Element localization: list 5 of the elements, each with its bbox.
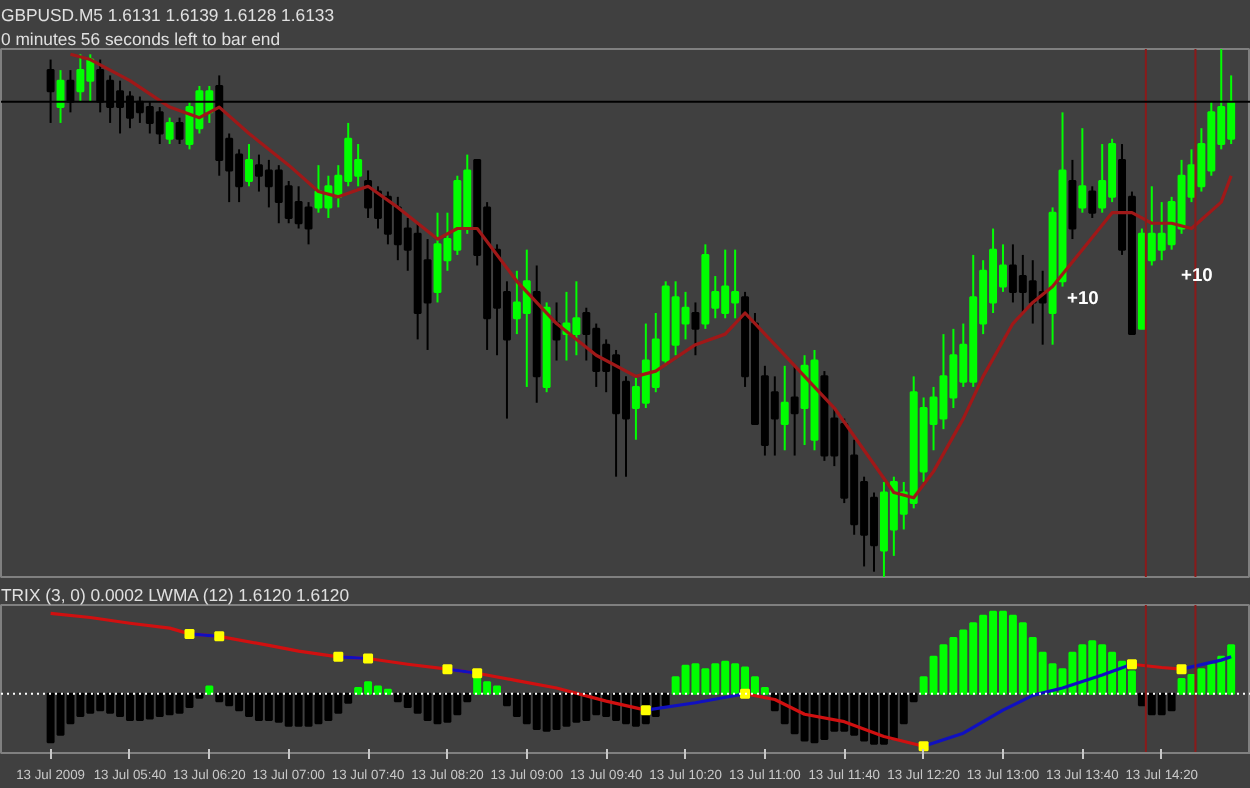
chart-subtitle: 0 minutes 56 seconds left to bar end [1,29,281,49]
annotation: +10 [1181,265,1213,286]
annotation: +10 [1067,288,1099,309]
chart-title: GBPUSD.M5 1.6131 1.6139 1.6128 1.6133 [1,5,335,25]
chart-title: TRIX (3, 0) 0.0002 LWMA (12) 1.6120 1.6120 [1,585,350,605]
